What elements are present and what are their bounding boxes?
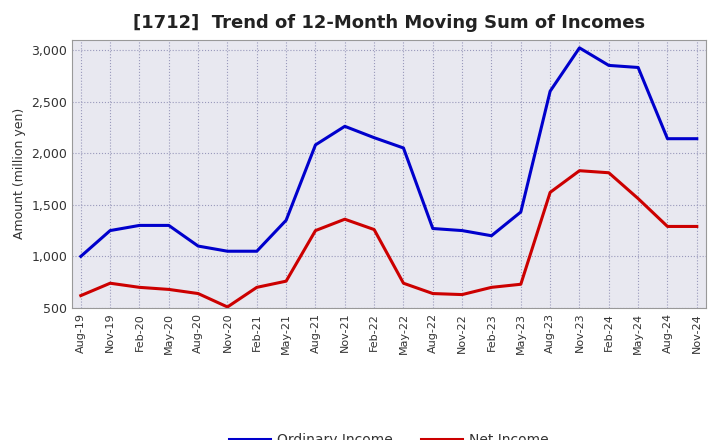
Ordinary Income <box>399 145 408 150</box>
Net Income <box>575 168 584 173</box>
Ordinary Income <box>516 209 525 215</box>
Net Income <box>282 279 290 284</box>
Net Income <box>605 170 613 176</box>
Ordinary Income <box>663 136 672 141</box>
Net Income <box>194 291 202 296</box>
Net Income <box>223 304 232 310</box>
Line: Ordinary Income: Ordinary Income <box>81 48 697 257</box>
Net Income <box>253 285 261 290</box>
Line: Net Income: Net Income <box>81 171 697 307</box>
Ordinary Income <box>487 233 496 238</box>
Net Income <box>135 285 144 290</box>
Ordinary Income <box>693 136 701 141</box>
Net Income <box>634 196 642 201</box>
Ordinary Income <box>282 218 290 223</box>
Ordinary Income <box>634 65 642 70</box>
Net Income <box>663 224 672 229</box>
Net Income <box>311 228 320 233</box>
Ordinary Income <box>575 45 584 51</box>
Net Income <box>487 285 496 290</box>
Net Income <box>370 227 379 232</box>
Ordinary Income <box>370 135 379 140</box>
Y-axis label: Amount (million yen): Amount (million yen) <box>13 108 26 239</box>
Ordinary Income <box>253 249 261 254</box>
Ordinary Income <box>135 223 144 228</box>
Net Income <box>164 287 173 292</box>
Ordinary Income <box>164 223 173 228</box>
Legend: Ordinary Income, Net Income: Ordinary Income, Net Income <box>223 428 554 440</box>
Ordinary Income <box>605 63 613 68</box>
Ordinary Income <box>428 226 437 231</box>
Net Income <box>76 293 85 298</box>
Net Income <box>516 282 525 287</box>
Ordinary Income <box>106 228 114 233</box>
Net Income <box>693 224 701 229</box>
Net Income <box>399 281 408 286</box>
Ordinary Income <box>76 254 85 259</box>
Ordinary Income <box>311 142 320 147</box>
Title: [1712]  Trend of 12-Month Moving Sum of Incomes: [1712] Trend of 12-Month Moving Sum of I… <box>132 15 645 33</box>
Ordinary Income <box>458 228 467 233</box>
Ordinary Income <box>194 243 202 249</box>
Net Income <box>106 281 114 286</box>
Net Income <box>546 190 554 195</box>
Ordinary Income <box>546 88 554 94</box>
Net Income <box>458 292 467 297</box>
Ordinary Income <box>341 124 349 129</box>
Net Income <box>428 291 437 296</box>
Ordinary Income <box>223 249 232 254</box>
Net Income <box>341 216 349 222</box>
